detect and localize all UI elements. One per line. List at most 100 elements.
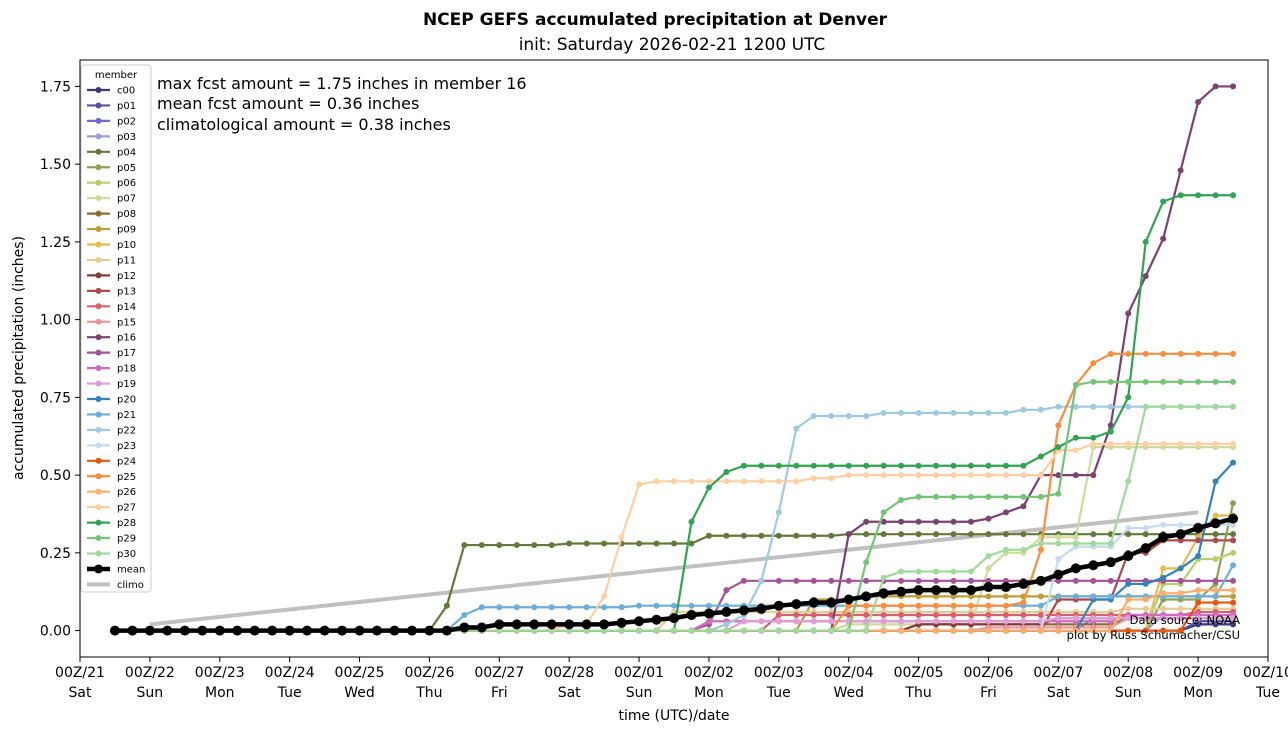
data-point (880, 612, 887, 619)
data-point (1160, 590, 1167, 597)
data-point (826, 597, 837, 608)
data-point (389, 625, 400, 636)
data-point (478, 604, 485, 611)
data-point (599, 619, 610, 630)
data-point (740, 627, 747, 634)
data-point (863, 472, 870, 479)
data-point (793, 532, 800, 539)
data-point (933, 618, 940, 625)
data-point (793, 618, 800, 625)
x-tick-day: Tue (1255, 685, 1280, 701)
data-point (933, 472, 940, 479)
data-point (828, 618, 835, 625)
data-point (1177, 350, 1184, 357)
data-point (933, 577, 940, 584)
data-point (1125, 524, 1132, 531)
data-point (1160, 605, 1167, 612)
data-point (1142, 273, 1149, 280)
data-point (1212, 403, 1219, 410)
legend-item-p04: p04 (87, 147, 136, 158)
legend-label: p28 (117, 518, 136, 529)
data-point (1175, 529, 1186, 540)
data-point (915, 602, 922, 609)
data-point (1107, 615, 1114, 622)
data-point (758, 618, 765, 625)
data-point (828, 462, 835, 469)
data-point (740, 478, 747, 485)
data-point (1053, 569, 1064, 580)
legend-item-p03: p03 (87, 132, 136, 143)
data-point (950, 602, 957, 609)
series-mean (109, 513, 1239, 636)
data-point (775, 478, 782, 485)
legend-swatch-marker (95, 241, 102, 248)
data-point (933, 612, 940, 619)
data-point (1018, 578, 1029, 589)
data-point (1177, 192, 1184, 199)
legend-item-mean: mean (87, 564, 145, 575)
data-point (1072, 472, 1079, 479)
data-point (688, 627, 695, 634)
data-point (1177, 615, 1184, 622)
data-point (773, 600, 784, 611)
data-point (1002, 531, 1009, 538)
data-point (1037, 602, 1044, 609)
data-point (705, 627, 712, 634)
legend-label: p20 (117, 395, 136, 406)
data-point (810, 475, 817, 482)
data-point (1212, 615, 1219, 622)
legend-label: p12 (117, 271, 136, 282)
data-point (810, 577, 817, 584)
data-point (1160, 403, 1167, 410)
y-tick-label: 1.75 (40, 79, 71, 95)
x-tick-label: 00Z/02 (684, 665, 734, 681)
data-point (1160, 350, 1167, 357)
data-point (1212, 441, 1219, 448)
data-point (1125, 627, 1132, 634)
data-point (1212, 537, 1219, 544)
x-tick-label: 00Z/23 (195, 665, 245, 681)
data-point (915, 531, 922, 538)
data-point (1140, 543, 1151, 554)
data-point (1125, 615, 1132, 622)
data-point (985, 602, 992, 609)
legend-item-p24: p24 (87, 456, 136, 467)
legend-item-c00: c00 (87, 86, 135, 97)
data-point (1090, 615, 1097, 622)
data-point (478, 542, 485, 549)
data-point (898, 462, 905, 469)
data-point (634, 616, 645, 627)
series-layer (109, 83, 1239, 636)
legend-item-p13: p13 (87, 286, 136, 297)
data-point (1037, 540, 1044, 547)
data-point (1142, 580, 1149, 587)
data-point (529, 619, 540, 630)
data-point (968, 472, 974, 479)
data-point (636, 540, 643, 547)
data-point (1090, 593, 1097, 600)
legend-label: p15 (117, 317, 136, 328)
data-point (1193, 522, 1204, 533)
legend-item-p27: p27 (87, 503, 136, 514)
data-point (898, 496, 905, 503)
data-point (1230, 593, 1237, 600)
data-point (1195, 599, 1202, 606)
data-point (1160, 235, 1167, 242)
data-point (127, 625, 138, 636)
data-point (758, 462, 765, 469)
data-point (1072, 534, 1079, 541)
climo-amount-annotation: climatological amount = 0.38 inches (157, 115, 451, 134)
data-point (548, 604, 555, 611)
legend-swatch-marker (95, 210, 102, 217)
data-point (880, 574, 887, 581)
x-tick-day: Sun (137, 685, 164, 701)
data-point (721, 606, 732, 617)
legend-label: p26 (117, 487, 136, 498)
legend-label: p09 (117, 225, 136, 236)
y-axis-label: accumulated precipitation (inches) (11, 236, 27, 480)
data-point (966, 585, 976, 596)
data-point (1195, 577, 1202, 584)
data-point (1107, 540, 1114, 547)
data-point (985, 531, 992, 538)
data-point (740, 577, 747, 584)
